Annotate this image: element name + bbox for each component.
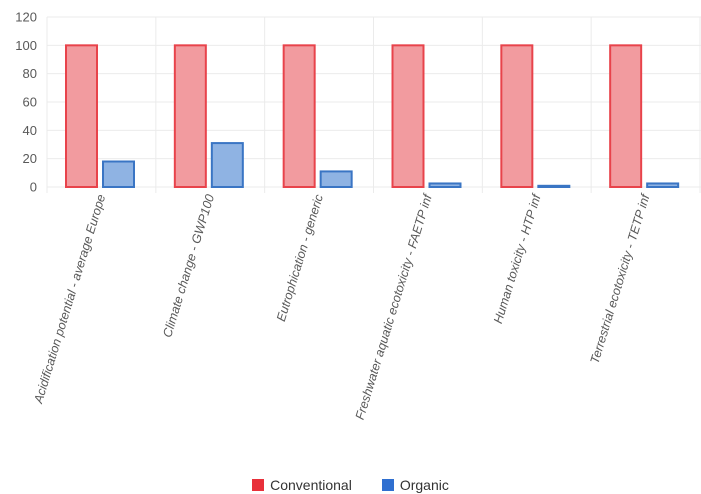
y-tick-label-40: 40 <box>23 123 37 138</box>
bar-organic-climate-change-gwp100 <box>210 142 244 188</box>
legend-item-conventional[interactable]: Conventional <box>252 477 352 493</box>
legend-swatch-conventional <box>252 479 265 491</box>
x-axis: Acidification potential - average Europe… <box>31 191 653 421</box>
bar-organic-eutrophication-generic <box>319 170 353 189</box>
x-tick-label-terrestrial-ecotoxicity-tetp-inf: Terrestrial ecotoxicity - TETP inf <box>588 191 653 365</box>
bar-conventional-climate-change-gwp100 <box>173 44 207 189</box>
legend: Conventional Organic <box>0 476 701 494</box>
y-tick-label-120: 120 <box>15 10 37 25</box>
bars <box>65 44 680 189</box>
bar-conventional-freshwater-aquatic-ecotoxicity-faetp-inf <box>391 44 425 189</box>
y-tick-label-20: 20 <box>23 151 37 166</box>
y-tick-label-60: 60 <box>23 95 37 110</box>
y-axis: 0 20 40 60 80 100 120 <box>15 10 37 195</box>
legend-label-organic: Organic <box>399 477 449 493</box>
y-tick-label-100: 100 <box>15 38 37 53</box>
grid <box>46 16 701 193</box>
bar-conventional-acidification-potential-average-europe <box>65 44 98 189</box>
bar-conventional-human-toxicity-htp-inf <box>500 44 534 189</box>
x-tick-label-freshwater-aquatic-ecotoxicity-faetp-inf: Freshwater aquatic ecotoxicity - FAETP i… <box>353 191 435 421</box>
legend-label-conventional: Conventional <box>270 477 352 493</box>
y-tick-label-80: 80 <box>23 66 37 81</box>
bar-organic-freshwater-aquatic-ecotoxicity-faetp-inf <box>428 182 462 188</box>
bar-organic-human-toxicity-htp-inf <box>537 184 571 189</box>
legend-swatch-organic <box>381 479 394 491</box>
legend-item-organic[interactable]: Organic <box>381 477 449 493</box>
x-tick-label-human-toxicity-htp-inf: Human toxicity - HTP inf <box>491 191 544 325</box>
x-tick-label-climate-change-gwp100: Climate change - GWP100 <box>160 193 217 339</box>
y-tick-label-0: 0 <box>30 180 37 195</box>
x-tick-label-eutrophication-generic: Eutrophication - generic <box>274 192 326 323</box>
bar-conventional-terrestrial-ecotoxicity-tetp-inf <box>609 44 643 189</box>
bar-organic-acidification-potential-average-europe <box>102 160 135 188</box>
bar-conventional-eutrophication-generic <box>282 44 316 189</box>
bar-organic-terrestrial-ecotoxicity-tetp-inf <box>646 182 680 188</box>
x-tick-label-acidification-potential-average-europe: Acidification potential - average Europe <box>31 193 108 406</box>
